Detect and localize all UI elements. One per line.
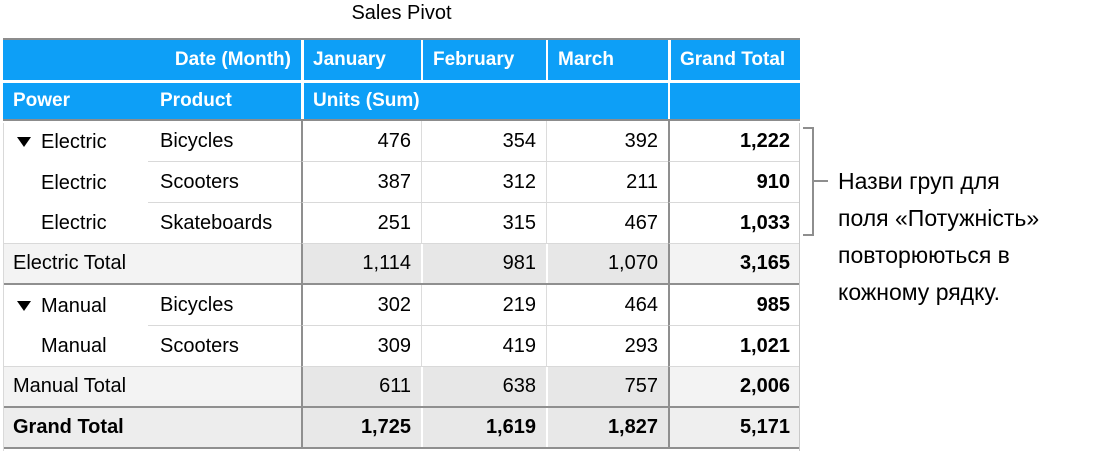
subtotal-cell-march[interactable]: 757 — [546, 367, 668, 406]
grand-total-cell-grand-total[interactable]: 5,171 — [668, 408, 800, 447]
value-cell-march[interactable]: 211 — [546, 162, 668, 203]
subtotal-cell-january[interactable]: 1,114 — [301, 244, 421, 283]
disclosure-triangle-placeholder — [17, 218, 31, 228]
grand-total-row: Grand Total 1,725 1,619 1,827 5,171 — [3, 408, 800, 449]
value-cell-march[interactable]: 293 — [546, 326, 668, 367]
table-row: Manual Bicycles 302 219 464 985 — [3, 285, 800, 326]
subtotal-cell-february[interactable]: 981 — [421, 244, 546, 283]
table-row: Manual Scooters 309 419 293 1,021 — [3, 326, 800, 367]
column-header-grand-total[interactable]: Grand Total — [668, 40, 800, 80]
power-cell[interactable]: Manual — [3, 326, 148, 367]
subtotal-cell-grand-total[interactable]: 2,006 — [668, 367, 800, 406]
disclosure-triangle-icon[interactable] — [17, 136, 31, 147]
subtotal-cell-grand-total[interactable]: 3,165 — [668, 244, 800, 283]
field-header-power[interactable]: Power — [3, 83, 148, 119]
bracket-top-arm — [803, 127, 814, 129]
product-cell[interactable]: Scooters — [148, 162, 301, 203]
disclosure-triangle-placeholder — [17, 341, 31, 351]
disclosure-triangle-icon[interactable] — [17, 300, 31, 311]
value-cell-grand-total[interactable]: 1,033 — [668, 203, 800, 244]
callout-line: поля «Потужність» — [838, 205, 1040, 231]
callout-text: Назви груп для поля «Потужність» повторю… — [838, 163, 1113, 311]
value-cell-january[interactable]: 251 — [301, 203, 421, 244]
table-right-border — [799, 123, 800, 451]
column-header-january[interactable]: January — [301, 40, 421, 80]
grand-total-cell-january[interactable]: 1,725 — [301, 408, 421, 447]
power-cell[interactable]: Electric — [3, 203, 148, 244]
callout-line: Назви груп для — [838, 168, 1000, 194]
power-group-label: Electric — [41, 171, 107, 194]
grand-total-cell-february[interactable]: 1,619 — [421, 408, 546, 447]
subtotal-cell-january[interactable]: 611 — [301, 367, 421, 406]
subtotal-row: Manual Total 611 638 757 2,006 — [3, 367, 800, 408]
value-cell-february[interactable]: 315 — [421, 203, 546, 244]
bracket-pointer-line — [814, 180, 828, 182]
subtotal-label[interactable]: Manual Total — [3, 367, 301, 406]
column-header-february[interactable]: February — [421, 40, 546, 80]
subtotal-label[interactable]: Electric Total — [3, 244, 301, 283]
subtotal-row: Electric Total 1,114 981 1,070 3,165 — [3, 244, 800, 285]
subtotal-cell-march[interactable]: 1,070 — [546, 244, 668, 283]
field-header-blank[interactable] — [668, 83, 800, 119]
power-cell[interactable]: Manual — [3, 285, 148, 326]
power-group-label: Manual — [41, 335, 107, 357]
value-cell-february[interactable]: 354 — [421, 121, 546, 162]
power-group-label: Electric — [41, 130, 107, 153]
table-title[interactable]: Sales Pivot — [351, 2, 452, 24]
table-top-border — [3, 38, 800, 40]
disclosure-triangle-placeholder — [17, 178, 31, 188]
callout-line: повторюються в — [838, 242, 1010, 268]
table-left-border — [3, 123, 4, 451]
value-cell-grand-total[interactable]: 1,222 — [668, 121, 800, 162]
power-cell[interactable]: Electric — [3, 162, 148, 203]
value-cell-february[interactable]: 419 — [421, 326, 546, 367]
column-header-march[interactable]: March — [546, 40, 668, 80]
field-header-row: Power Product Units (Sum) — [3, 83, 800, 121]
product-cell[interactable]: Skateboards — [148, 203, 301, 244]
value-cell-grand-total[interactable]: 985 — [668, 285, 800, 326]
value-cell-grand-total[interactable]: 1,021 — [668, 326, 800, 367]
table-row: Electric Scooters 387 312 211 910 — [3, 162, 800, 203]
grand-total-cell-march[interactable]: 1,827 — [546, 408, 668, 447]
subtotal-cell-february[interactable]: 638 — [421, 367, 546, 406]
power-group-label: Manual — [41, 294, 107, 317]
value-cell-grand-total[interactable]: 910 — [668, 162, 800, 203]
field-header-units-sum[interactable]: Units (Sum) — [301, 83, 668, 119]
product-cell[interactable]: Bicycles — [148, 285, 301, 326]
value-cell-january[interactable]: 309 — [301, 326, 421, 367]
bracket-vertical-line — [812, 127, 814, 236]
product-cell[interactable]: Bicycles — [148, 121, 301, 162]
power-group-label: Electric — [41, 212, 107, 234]
value-cell-january[interactable]: 302 — [301, 285, 421, 326]
bracket-bottom-arm — [803, 234, 814, 236]
value-cell-february[interactable]: 219 — [421, 285, 546, 326]
grand-total-label[interactable]: Grand Total — [3, 408, 301, 447]
value-cell-january[interactable]: 476 — [301, 121, 421, 162]
power-cell[interactable]: Electric — [3, 121, 148, 162]
column-header-row: Date (Month) January February March Gran… — [3, 40, 800, 80]
value-cell-february[interactable]: 312 — [421, 162, 546, 203]
value-cell-march[interactable]: 467 — [546, 203, 668, 244]
callout-line: кожному рядку. — [838, 279, 1001, 305]
pivot-table: Date (Month) January February March Gran… — [3, 38, 800, 451]
corner-field-cell[interactable]: Date (Month) — [3, 40, 301, 80]
field-header-product[interactable]: Product — [148, 83, 301, 119]
table-row: Electric Skateboards 251 315 467 1,033 — [3, 203, 800, 244]
value-cell-march[interactable]: 392 — [546, 121, 668, 162]
table-row: Electric Bicycles 476 354 392 1,222 — [3, 121, 800, 162]
product-cell[interactable]: Scooters — [148, 326, 301, 367]
value-cell-january[interactable]: 387 — [301, 162, 421, 203]
value-cell-march[interactable]: 464 — [546, 285, 668, 326]
